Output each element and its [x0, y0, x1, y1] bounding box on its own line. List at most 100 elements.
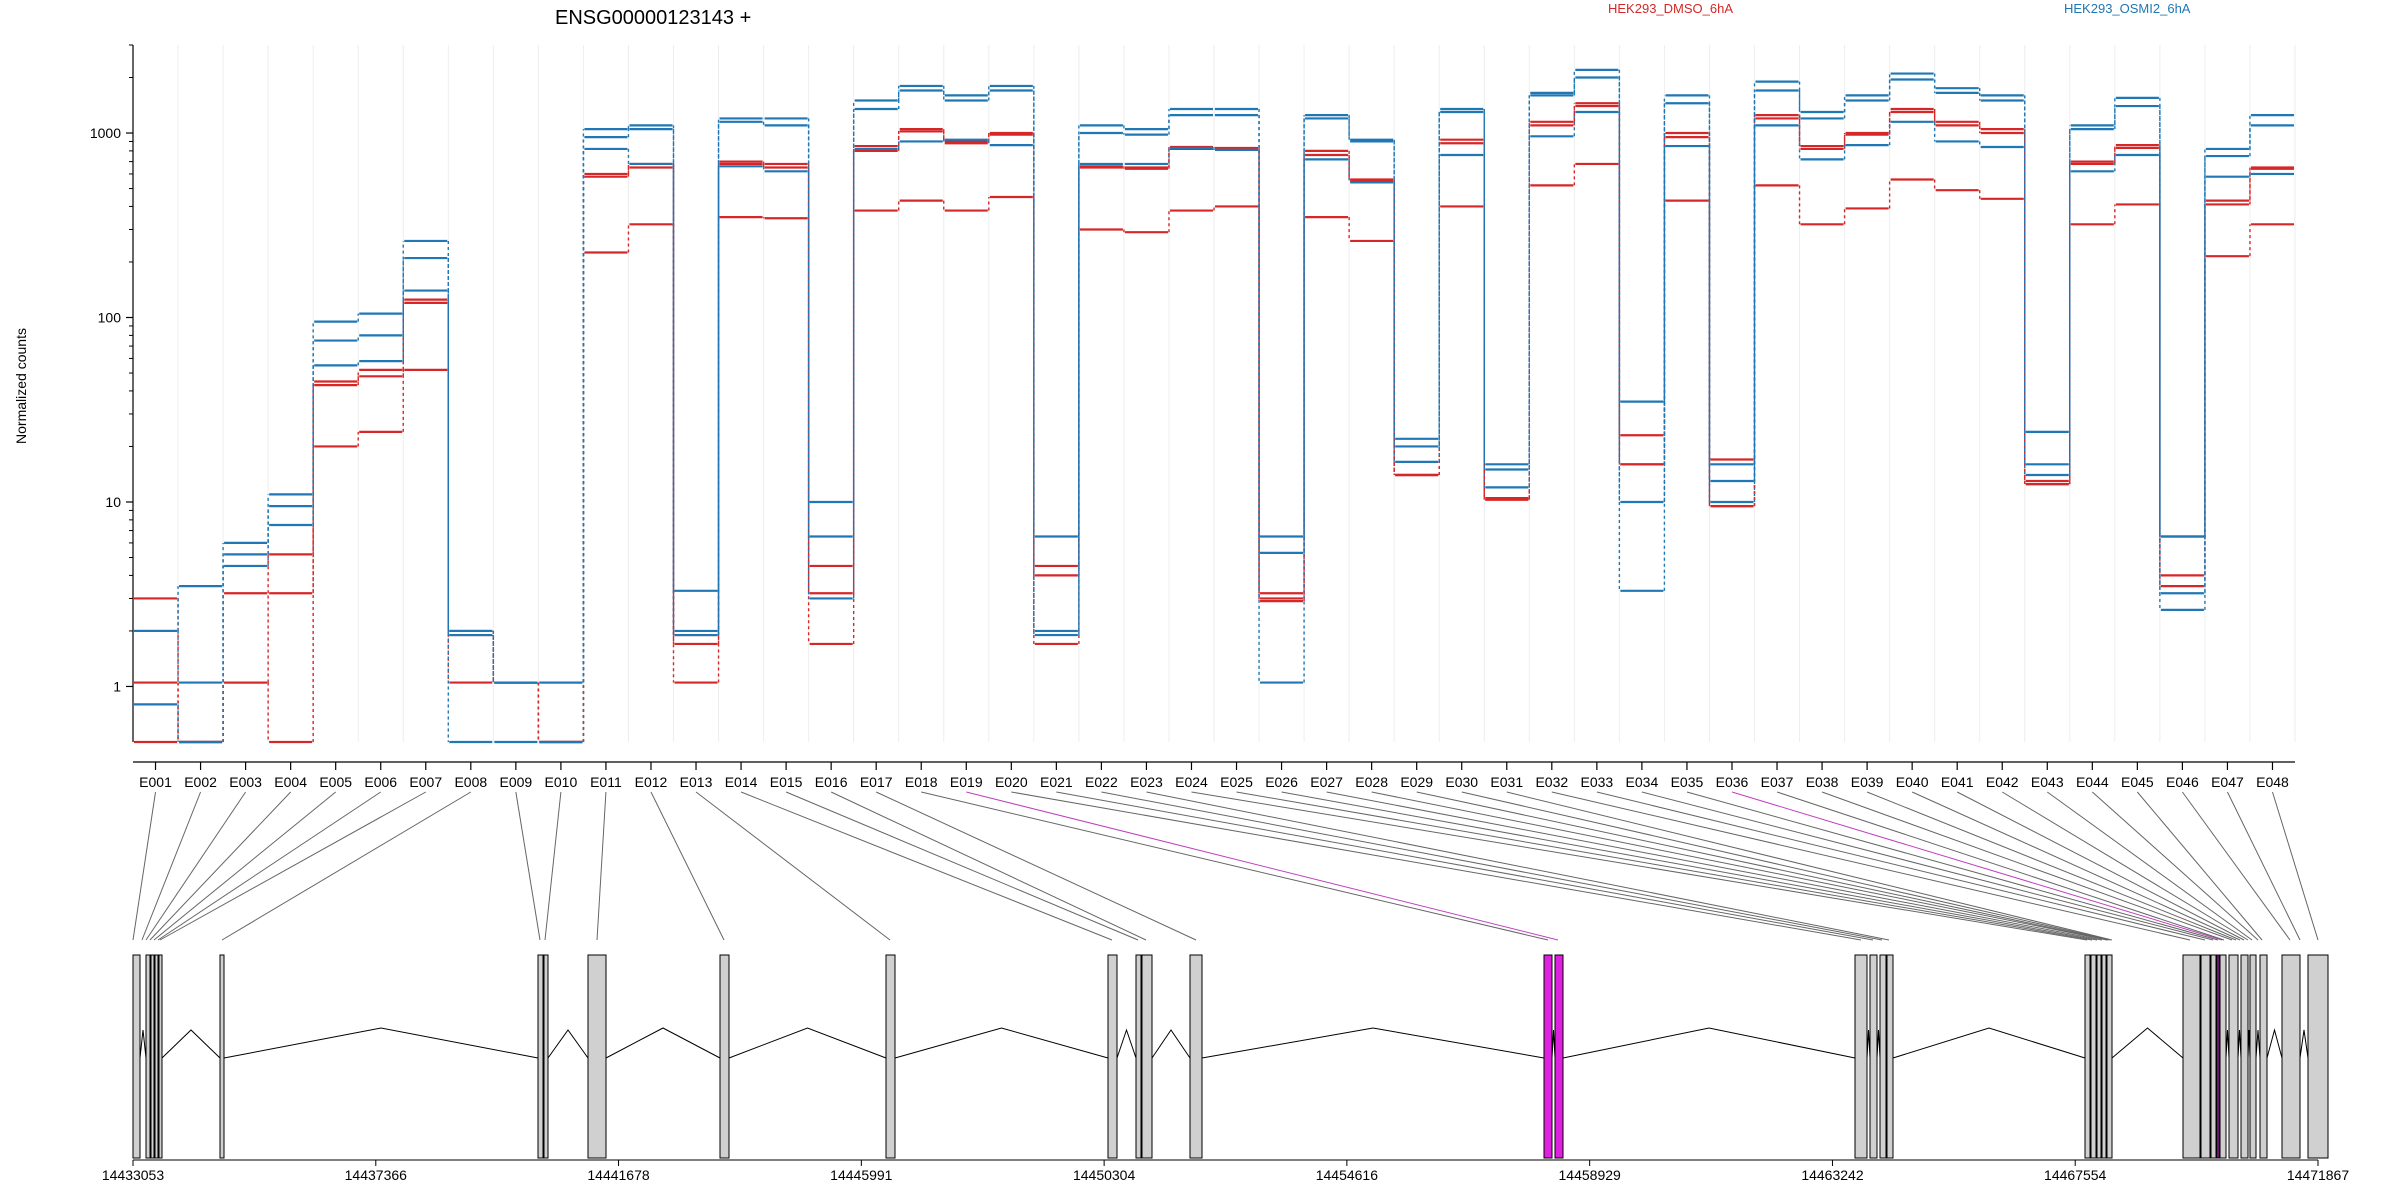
- x-tick-label: E047: [2211, 774, 2244, 790]
- exon-connector: [1776, 791, 2225, 941]
- exon-connector: [2091, 791, 2259, 941]
- exon-connector: [145, 791, 247, 941]
- exon-connector: [1911, 791, 2241, 941]
- x-tick-label: E001: [139, 774, 172, 790]
- exon-connector: [1641, 791, 2214, 941]
- exon-connector: [921, 791, 1549, 941]
- genome-coordinate-label: 14433053: [102, 1167, 165, 1183]
- exon-connector: [1821, 791, 2233, 941]
- exon-connector: [1596, 791, 2206, 941]
- x-tick-label: E006: [364, 774, 397, 790]
- x-tick-label: E042: [1986, 774, 2019, 790]
- x-tick-label: E034: [1626, 774, 1659, 790]
- genome-coordinate-label: 14458929: [1559, 1167, 1622, 1183]
- exon-box: [2249, 954, 2257, 1159]
- exon-connector: [2181, 791, 2291, 941]
- intron-line: [2255, 1029, 2261, 1059]
- y-tick-label: 100: [98, 310, 122, 326]
- intron-line: [1201, 1027, 1545, 1059]
- exon-box: [1107, 954, 1118, 1159]
- intron-line: [223, 1027, 539, 1059]
- intron-line: [2111, 1027, 2184, 1059]
- legend-entry-osmi: HEK293_OSMI2_6hA: [2064, 1, 2191, 16]
- x-tick-label: E002: [184, 774, 217, 790]
- exon-box: [2210, 954, 2217, 1159]
- exon-box: [1869, 954, 1878, 1159]
- exon-connector: [1461, 791, 2111, 941]
- x-tick-label: E038: [1806, 774, 1839, 790]
- x-tick-label: E026: [1265, 774, 1298, 790]
- exon-connector: [1281, 791, 2098, 941]
- chart-title: ENSG00000123143 +: [555, 7, 751, 29]
- exon-connector: [1551, 791, 2191, 941]
- exon-connector: [1056, 791, 1874, 941]
- genome-coordinate-label: 14441678: [587, 1167, 650, 1183]
- genome-coordinate-label: 14437366: [345, 1167, 408, 1183]
- y-tick-label: 10: [105, 494, 121, 510]
- x-tick-label: E037: [1761, 774, 1794, 790]
- x-tick-label: E043: [2031, 774, 2064, 790]
- intron-line: [605, 1027, 721, 1059]
- exon-connector: [785, 791, 1139, 941]
- x-tick-label: E046: [2166, 774, 2199, 790]
- x-tick-label: E032: [1535, 774, 1568, 790]
- x-tick-label: E015: [770, 774, 803, 790]
- x-tick-label: E029: [1400, 774, 1433, 790]
- exon-box: [1189, 954, 1203, 1159]
- x-tick-label: E014: [725, 774, 758, 790]
- exon-box: [154, 954, 159, 1159]
- exon-connector: [1326, 791, 2103, 941]
- exon-highlighted: [1554, 954, 1564, 1159]
- exon-connector: [2226, 791, 2301, 941]
- x-tick-label: E010: [545, 774, 578, 790]
- exon-box: [1886, 954, 1894, 1159]
- x-tick-label: E013: [680, 774, 713, 790]
- exon-box: [2090, 954, 2097, 1159]
- exon-connector: [515, 791, 541, 941]
- x-tick-label: E012: [635, 774, 668, 790]
- exon-highlighted: [1543, 954, 1553, 1159]
- exon-box: [1879, 954, 1887, 1159]
- x-tick-label: E044: [2076, 774, 2109, 790]
- exon-box: [150, 954, 155, 1159]
- x-tick-label: E040: [1896, 774, 1929, 790]
- genome-coordinate-label: 14454616: [1316, 1167, 1379, 1183]
- x-tick-label: E003: [229, 774, 262, 790]
- exon-box: [537, 954, 544, 1159]
- x-tick-label: E028: [1355, 774, 1388, 790]
- intron-line: [1151, 1029, 1191, 1059]
- x-tick-label: E004: [274, 774, 307, 790]
- exon-highlighted: [2216, 954, 2220, 1159]
- exon-connector: [830, 791, 1147, 941]
- exon-connector: [596, 791, 607, 941]
- y-axis-label: Normalized counts: [13, 328, 29, 444]
- exon-box: [2307, 954, 2329, 1159]
- x-tick-label: E008: [454, 774, 487, 790]
- intron-line: [728, 1027, 887, 1059]
- x-tick-label: E031: [1490, 774, 1523, 790]
- x-tick-label: E009: [500, 774, 533, 790]
- exon-box: [2106, 954, 2113, 1159]
- exon-connector: [1371, 791, 2108, 941]
- x-tick-label: E030: [1445, 774, 1478, 790]
- exon-box: [2240, 954, 2249, 1159]
- genome-coordinate-label: 14445991: [830, 1167, 893, 1183]
- genome-coordinate-label: 14450304: [1073, 1167, 1136, 1183]
- x-tick-label: E020: [995, 774, 1028, 790]
- gene-model: 14433053 14437366 14441678 14445991 14450304…: [102, 954, 2349, 1183]
- exon-connector: [2272, 791, 2319, 941]
- exon-connector: [1416, 791, 2109, 941]
- x-tick-label: E023: [1130, 774, 1163, 790]
- intron-line: [1892, 1027, 2086, 1059]
- exon-box: [543, 954, 549, 1159]
- x-tick-label: E045: [2121, 774, 2154, 790]
- exon-connector: [740, 791, 1113, 941]
- intron-line: [139, 1029, 147, 1059]
- exon-connector: [1236, 791, 2093, 941]
- series-lines: [134, 68, 2294, 744]
- exon-box: [219, 954, 225, 1159]
- exon-box: [719, 954, 730, 1159]
- intron-line: [161, 1029, 221, 1059]
- exon-box: [2101, 954, 2107, 1159]
